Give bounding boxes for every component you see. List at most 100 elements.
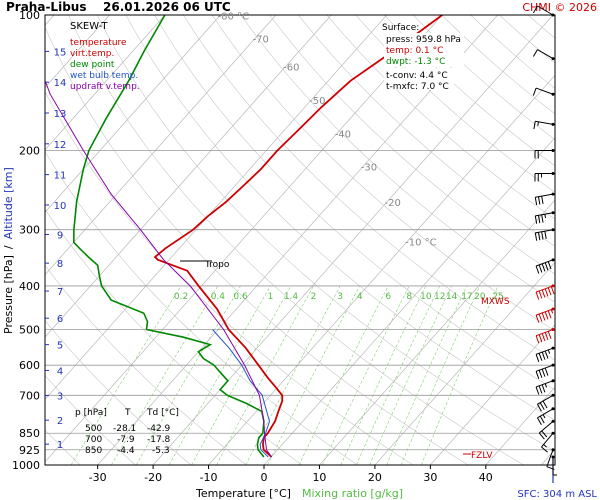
tropopause-label: Tropo <box>204 260 230 270</box>
pressure-tick-label: 200 <box>19 144 40 157</box>
mixing-ratio-label: 10 <box>420 292 432 302</box>
temperature-tick-label: -20 <box>144 471 162 484</box>
table-header-p: p [hPa] <box>75 408 107 418</box>
altitude-tick-label: 12 <box>54 140 67 151</box>
temperature-tick-label: 40 <box>479 471 493 484</box>
altitude-tick-label: 3 <box>57 392 63 403</box>
wind-barb <box>536 393 555 412</box>
wind-barb <box>536 407 555 425</box>
altitude-tick-label: 14 <box>54 78 67 89</box>
wind-barb <box>534 192 555 206</box>
mixing-ratio-labels: 0.2 0.4 0.6 1 1.4 2 3 4 6 8 10 12 14 17 20 25 <box>174 292 504 302</box>
isotherm-line <box>319 199 555 465</box>
dry-adiabat-line <box>125 15 555 421</box>
legend-dew-point: dew point <box>70 60 115 70</box>
table-row-t: -28.1 <box>113 424 136 434</box>
isotherm-label: -20 <box>385 198 401 209</box>
mixing-ratio-label: 4 <box>357 292 363 302</box>
wind-barb <box>535 307 555 323</box>
sounding-datetime: 26.01.2026 06 UTC <box>103 0 231 14</box>
mxws-label: MXWS <box>481 297 510 307</box>
altitude-tick-label: 10 <box>54 201 67 212</box>
table-row-p: 500 <box>85 424 102 434</box>
x-axis-label-mixing: Mixing ratio [g/kg] <box>302 487 403 500</box>
wind-barb <box>535 379 555 395</box>
mixing-ratio-label: 1.4 <box>284 292 299 302</box>
dry-adiabat-line <box>326 15 555 220</box>
wind-barb <box>538 419 555 440</box>
pressure-tick-label: 700 <box>19 389 40 402</box>
fzlv-label: FZLV <box>471 451 493 461</box>
wind-barb <box>533 120 555 130</box>
mixing-ratio-label: 20 <box>474 292 486 302</box>
plot-area <box>45 15 555 465</box>
legend-temperature: temperature <box>70 38 127 48</box>
y-axis-label-altitude: Altitude [km] <box>2 167 15 239</box>
surface-info: Surface: press: 959.8 hPa temp: 0.1 °C d… <box>382 23 464 92</box>
surface-press: press: 959.8 hPa <box>386 35 461 45</box>
altitude-tick-label: 8 <box>57 259 63 270</box>
table-row-td: -42.9 <box>147 424 171 434</box>
legend: SKEW-T temperature virt.temp. dew point … <box>70 21 140 92</box>
temperature-tick-label: 30 <box>423 471 437 484</box>
surface-dwpt: dwpt: -1.3 °C <box>386 57 445 67</box>
surface-temp: temp: 0.1 °C <box>386 46 443 56</box>
table-row-t: -4.4 <box>117 446 135 456</box>
isotherm-label: -50 <box>309 96 325 107</box>
mixing-ratio-label: 17 <box>461 292 472 302</box>
pressure-tick-labels: 100 200 300 400 500 600 700 850 925 1000 <box>12 9 40 472</box>
mixing-ratio-label: 3 <box>337 292 343 302</box>
table-row-p: 850 <box>85 446 102 456</box>
surface-height-label: SFC: 304 m ASL <box>517 489 597 500</box>
surface-tconv: t-conv: 4.4 °C <box>386 71 448 81</box>
isotherm-line <box>45 15 332 338</box>
mixing-ratio-label: 0.4 <box>211 292 226 302</box>
altitude-tick-label: 13 <box>54 109 67 120</box>
wind-barb <box>532 87 555 96</box>
wind-barb <box>534 148 555 159</box>
y-axis-label-group: Pressure [hPa] / Altitude [km] <box>2 167 15 334</box>
table-header-t: T <box>124 408 131 418</box>
surface-tmxfc: t-mxfc: 7.0 °C <box>386 82 449 92</box>
table-row-t: -7.9 <box>117 435 135 445</box>
altitude-tick-label: 6 <box>57 314 63 325</box>
isotherm-labels: -10 °C -20 -30 -40 -50 -60 -70 -80 °C <box>218 12 437 249</box>
dry-adiabat-line <box>297 15 555 247</box>
wind-barb <box>535 346 555 363</box>
series-updraft-v-temp <box>45 79 273 458</box>
table-row-td: -5.3 <box>152 446 170 456</box>
temperature-tick-label: -10 <box>200 471 218 484</box>
mixing-ratio-label: 8 <box>406 292 412 302</box>
mixing-ratio-label: 6 <box>385 292 391 302</box>
legend-wet-bulb: wet bulb temp. <box>70 71 138 81</box>
pressure-tick-label: 600 <box>19 359 40 372</box>
isotherm-label: -40 <box>335 129 351 140</box>
table-header-td: Td [°C] <box>146 408 179 418</box>
temperature-tick-labels: -30 -20 -10 0 10 20 30 40 <box>89 465 493 484</box>
altitude-tick-label: 15 <box>54 47 67 58</box>
wind-barb <box>532 5 555 17</box>
mixing-ratio-label: 0.2 <box>174 292 188 302</box>
dry-adiabat-line <box>211 15 555 332</box>
pressure-tick-label: 1000 <box>12 459 40 472</box>
series-wet-bulb-temp <box>212 329 271 458</box>
isotherm-line <box>45 15 388 400</box>
legend-virt-temp: virt.temp. <box>70 49 114 59</box>
pressure-tick-label: 300 <box>19 224 40 237</box>
altitude-tick-label: 11 <box>54 171 67 182</box>
legend-title: SKEW-T <box>70 21 108 32</box>
mixing-ratio-label: 1 <box>268 292 274 302</box>
pressure-tick-label: 100 <box>19 9 40 22</box>
isotherm-label: -30 <box>361 162 377 173</box>
wind-barb <box>534 228 555 241</box>
wind-barb <box>535 284 555 300</box>
wind-barb <box>551 455 557 476</box>
pressure-tick-label: 925 <box>19 444 40 457</box>
mixing-ratio-label: 14 <box>446 292 458 302</box>
y-axis-label-separator: / <box>2 245 15 249</box>
table-row-td: -17.8 <box>147 435 171 445</box>
isotherm-label: -70 <box>253 35 269 46</box>
dry-adiabat-line <box>269 15 555 275</box>
surface-title: Surface: <box>382 23 419 33</box>
